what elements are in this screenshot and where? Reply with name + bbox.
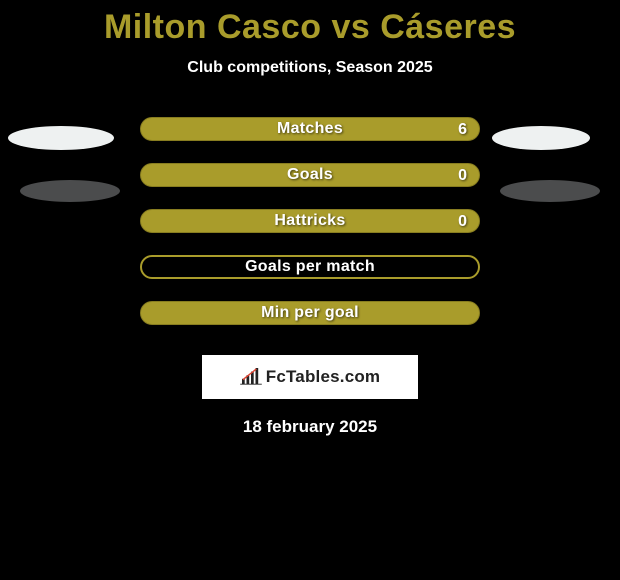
stat-label: Hattricks xyxy=(274,212,345,230)
stat-bar: Hattricks 0 xyxy=(140,209,480,233)
stats-bars: Matches 6 Goals 0 Hattricks 0 Goals per match M… xyxy=(0,117,620,347)
stat-label: Matches xyxy=(277,120,343,138)
stat-row: Matches 6 xyxy=(0,117,620,163)
date-text: 18 february 2025 xyxy=(0,417,620,437)
stat-label: Min per goal xyxy=(261,304,359,322)
stat-label: Goals xyxy=(287,166,333,184)
logo-text: FcTables.com xyxy=(266,367,381,387)
logo: FcTables.com xyxy=(240,367,381,387)
barchart-icon xyxy=(240,368,262,386)
page-title: Milton Casco vs Cáseres xyxy=(0,0,620,47)
stat-bar: Goals 0 xyxy=(140,163,480,187)
stat-value: 0 xyxy=(458,164,481,188)
stat-row: Goals per match xyxy=(0,255,620,301)
stat-bar: Matches 6 xyxy=(140,117,480,141)
page-subtitle: Club competitions, Season 2025 xyxy=(0,59,620,77)
stat-row: Goals 0 xyxy=(0,163,620,209)
stat-value: 0 xyxy=(458,210,481,234)
stat-label: Goals per match xyxy=(245,258,375,276)
logo-box: FcTables.com xyxy=(202,355,418,399)
stat-row: Min per goal xyxy=(0,301,620,347)
stat-bar: Min per goal xyxy=(140,301,480,325)
stat-value: 6 xyxy=(458,118,481,142)
stat-bar: Goals per match xyxy=(140,255,480,279)
stat-row: Hattricks 0 xyxy=(0,209,620,255)
